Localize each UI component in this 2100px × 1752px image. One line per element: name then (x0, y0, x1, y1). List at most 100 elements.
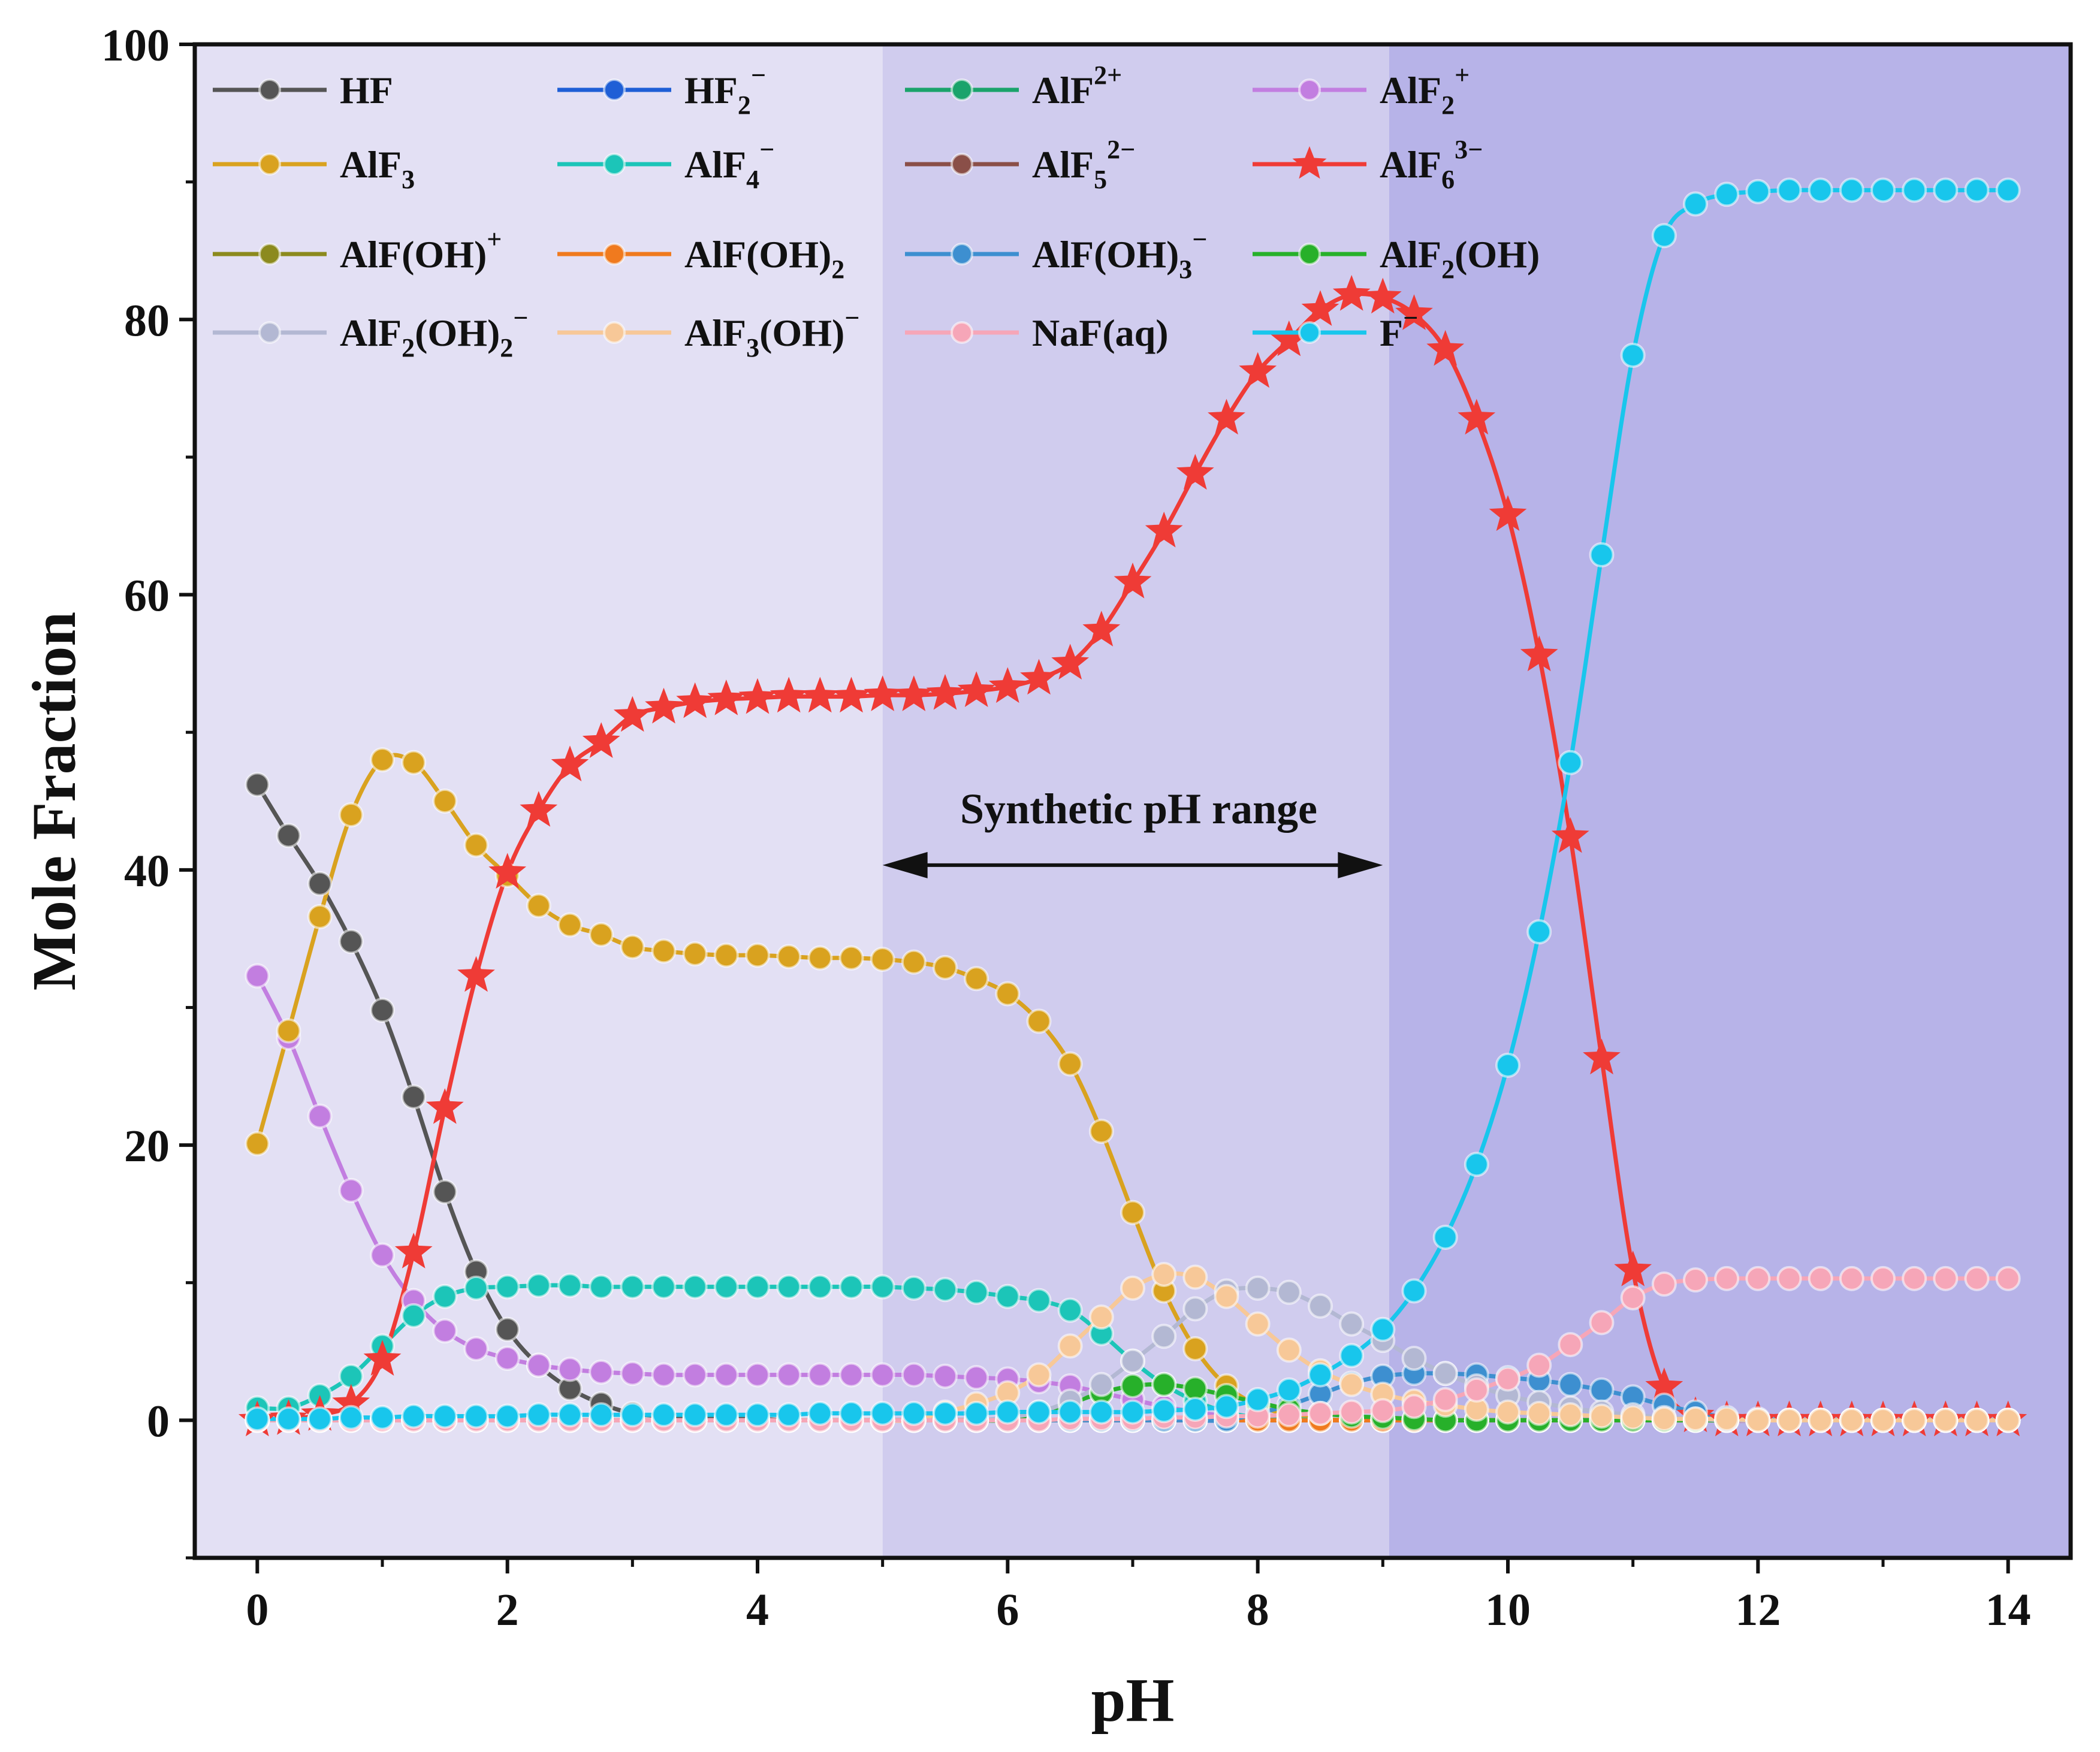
data-point (1651, 223, 1677, 249)
data-point (276, 823, 301, 848)
data-point (838, 1400, 864, 1426)
data-point (1902, 1265, 1927, 1291)
x-tick-label: 8 (1247, 1585, 1269, 1635)
data-point (1683, 191, 1708, 217)
data-point (933, 1277, 958, 1303)
data-point (589, 922, 614, 947)
data-point (995, 1399, 1021, 1425)
data-point (432, 1318, 458, 1344)
y-tick-label: 80 (124, 295, 170, 346)
data-point (1182, 1264, 1208, 1290)
y-tick-label: 100 (101, 20, 170, 71)
data-point (745, 1274, 770, 1300)
data-point (1808, 1407, 1833, 1433)
data-point (1088, 1119, 1114, 1144)
data-point (463, 1336, 489, 1361)
data-point (432, 1179, 458, 1205)
data-point (1308, 1293, 1333, 1319)
data-point (401, 1084, 427, 1110)
data-point (713, 1362, 739, 1388)
data-point (1902, 177, 1927, 203)
data-point (582, 722, 620, 758)
legend-item-alf-oh-3: AlF(OH)3− (905, 225, 1207, 284)
data-point (713, 1274, 739, 1300)
data-point (1995, 1265, 2021, 1291)
data-point (432, 1403, 458, 1429)
data-point (526, 893, 551, 919)
annotation-label: Synthetic pH range (960, 785, 1317, 833)
data-point (1432, 1387, 1458, 1412)
data-point (1308, 1362, 1333, 1388)
data-point (245, 963, 270, 989)
data-point (1339, 1311, 1365, 1337)
data-point (338, 1177, 364, 1203)
data-point (1120, 1348, 1145, 1374)
data-point (1464, 1377, 1489, 1403)
data-point (603, 321, 626, 344)
data-point (776, 1362, 802, 1388)
data-point (682, 1362, 708, 1388)
data-point (307, 1103, 333, 1129)
legend-item-alf2-oh-2: AlF2(OH)2− (213, 303, 528, 363)
data-point (1120, 1200, 1145, 1225)
data-point (1495, 1399, 1520, 1425)
data-point (488, 853, 527, 889)
data-point (1870, 177, 1896, 203)
data-point (1489, 495, 1527, 531)
x-tick-label: 14 (1986, 1585, 2031, 1635)
annotation: Synthetic pH range (882, 785, 1383, 878)
data-point (1298, 243, 1321, 265)
data-point (951, 78, 973, 101)
data-point (1308, 1400, 1333, 1426)
legend-item-hf: HF (213, 69, 393, 111)
legend-label: HF (340, 69, 393, 111)
data-point (1276, 1279, 1302, 1305)
data-point (258, 78, 281, 101)
data-point (707, 679, 746, 715)
data-point (1464, 1152, 1489, 1177)
data-point (1589, 1377, 1615, 1403)
x-tick-label: 2 (496, 1585, 519, 1635)
legend-label: AlF2(OH) (1380, 233, 1540, 284)
data-point (1776, 177, 1802, 203)
data-point (1401, 1346, 1427, 1372)
data-point (1057, 1333, 1083, 1359)
data-point (557, 912, 583, 938)
legend-item-f: F− (1253, 303, 1418, 354)
data-point (651, 938, 677, 964)
legend-label: AlF52− (1032, 135, 1135, 194)
data-point (258, 153, 281, 176)
data-point (745, 1402, 770, 1428)
data-point (745, 1362, 770, 1388)
data-point (401, 1403, 427, 1429)
data-point (776, 944, 802, 969)
data-point (613, 696, 651, 732)
data-point (1088, 1399, 1114, 1425)
data-point (1839, 177, 1864, 203)
data-point (1808, 177, 1833, 203)
data-point (870, 1274, 895, 1300)
legend-label: HF2− (684, 61, 766, 120)
data-point (426, 1088, 464, 1124)
data-point (1245, 1275, 1271, 1301)
data-point (1902, 1407, 1927, 1433)
data-point (1933, 1407, 1959, 1433)
data-point (926, 673, 964, 710)
data-point (1292, 146, 1327, 179)
data-point (307, 1406, 333, 1432)
data-point (964, 966, 989, 992)
data-point (1057, 1399, 1083, 1425)
data-point (1870, 1407, 1896, 1433)
legend-label: AlF2+ (1032, 61, 1122, 111)
data-point (603, 78, 626, 101)
data-point (526, 1273, 551, 1298)
data-point (1714, 182, 1740, 207)
data-point (1182, 1296, 1208, 1322)
data-point (370, 998, 395, 1023)
data-point (1026, 1399, 1052, 1425)
data-point (432, 789, 458, 814)
data-point (603, 243, 626, 265)
data-point (1526, 919, 1552, 945)
data-point (526, 1402, 551, 1428)
legend: HF HF2− AlF2+ AlF2+ AlF3 AlF4− AlF52− AlF63− AlF… (213, 61, 1540, 363)
